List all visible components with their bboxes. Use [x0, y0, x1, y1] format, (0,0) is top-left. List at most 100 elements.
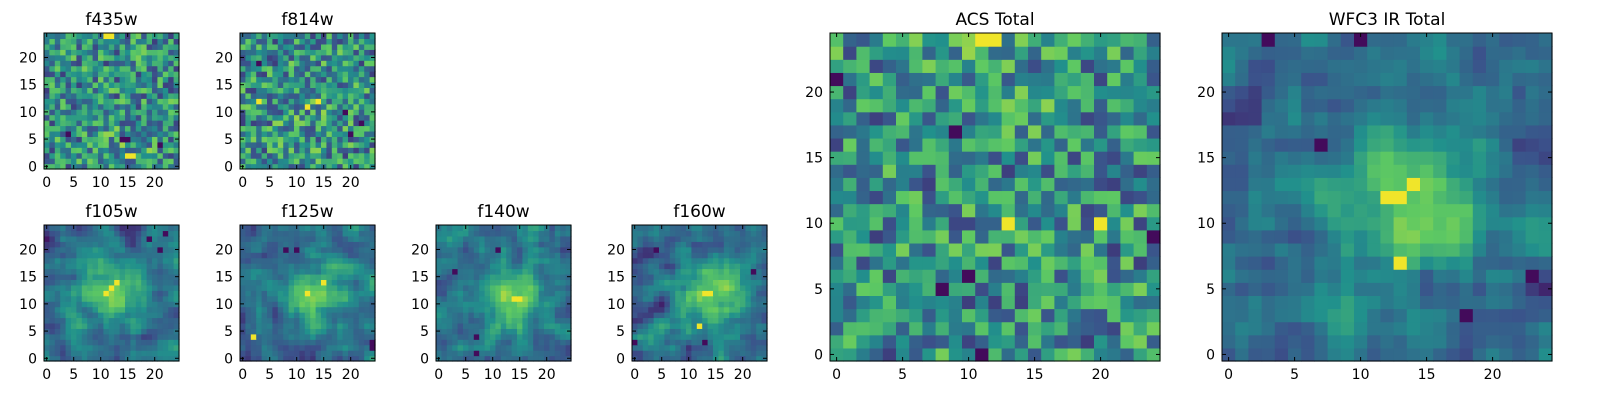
heatmap-cell [44, 333, 50, 340]
heatmap-cell [315, 328, 322, 335]
heatmap-cell [49, 317, 56, 324]
heatmap-cell [125, 284, 131, 291]
heatmap-cell [549, 230, 556, 237]
heatmap-cell [162, 241, 169, 248]
heatmap-cell [1525, 334, 1540, 349]
heatmap-cell [975, 347, 989, 362]
heatmap-cell [283, 81, 290, 88]
heatmap-cell [756, 235, 763, 242]
heatmap-cell [637, 339, 644, 346]
heatmap-cell [60, 225, 67, 232]
heatmap-cell [108, 230, 115, 237]
heatmap-cell [71, 317, 77, 324]
heatmap-cell [76, 295, 83, 302]
heatmap-cell [294, 350, 300, 357]
heatmap-cell [975, 151, 989, 165]
heatmap-cell [119, 225, 126, 232]
heatmap-cell [358, 92, 365, 99]
heatmap-cell [261, 114, 268, 121]
heatmap-cell [331, 109, 338, 116]
heatmap-cell [119, 279, 126, 286]
heatmap-cell [250, 163, 257, 170]
heatmap-cell [337, 328, 344, 335]
heatmap-cell [830, 33, 844, 47]
heatmap-cell [92, 317, 99, 324]
heatmap-cell [1067, 190, 1082, 205]
heatmap-cell [1014, 256, 1029, 270]
heatmap-cell [830, 151, 844, 165]
heatmap-cell [135, 65, 142, 72]
heatmap-cell [87, 120, 94, 127]
heatmap-cell [44, 344, 50, 351]
heatmap-cell [1393, 242, 1408, 257]
heatmap-cell [696, 235, 703, 242]
heatmap-cell [256, 317, 263, 324]
heatmap-cell [267, 306, 273, 313]
heatmap-cell [364, 130, 371, 137]
heatmap-cell [1314, 256, 1329, 270]
heatmap-cell [1354, 269, 1368, 283]
heatmap-cell [1067, 334, 1082, 349]
heatmap-cell [103, 252, 110, 259]
heatmap-cell [146, 33, 153, 40]
heatmap-cell [71, 49, 77, 56]
heatmap-cell [544, 339, 550, 346]
heatmap-cell [130, 130, 137, 137]
heatmap-cell [114, 263, 121, 270]
heatmap-cell [353, 312, 360, 319]
heatmap-cell [108, 38, 115, 45]
heatmap-cell [321, 38, 327, 45]
heatmap-cell [326, 65, 333, 72]
heatmap-cell [358, 339, 365, 346]
heatmap-cell [108, 317, 115, 324]
heatmap-cell [664, 252, 671, 259]
heatmap-cell [261, 246, 268, 253]
heatmap-cell [272, 241, 279, 248]
heatmap-cell [517, 257, 523, 264]
heatmap-cell [283, 279, 290, 286]
heatmap-cell [310, 257, 317, 264]
heatmap-cell [1499, 321, 1513, 336]
heatmap-cell [446, 268, 453, 275]
heatmap-cell [922, 269, 937, 283]
heatmap-cell [1314, 334, 1329, 349]
heatmap-cell [108, 252, 115, 259]
heatmap-cell [245, 38, 252, 45]
heatmap-cell [702, 284, 709, 291]
heatmap-cell [637, 273, 644, 280]
heatmap-cell [315, 130, 322, 137]
heatmap-cell [1107, 295, 1121, 310]
heatmap-cell [49, 130, 56, 137]
heatmap-cell [659, 295, 665, 302]
heatmap-cell [1459, 308, 1474, 323]
heatmap-cell [1406, 203, 1421, 218]
heatmap-cell [267, 322, 273, 329]
heatmap-cell [948, 46, 963, 60]
heatmap-cell [49, 81, 56, 88]
heatmap-cell [882, 321, 897, 336]
heatmap-cell [750, 301, 757, 308]
heatmap-cell [669, 328, 676, 335]
heatmap-cell [549, 268, 556, 275]
heatmap-cell [44, 339, 50, 346]
heatmap-cell [522, 235, 529, 242]
heatmap-cell [168, 284, 175, 291]
heatmap-cell [326, 339, 333, 346]
heatmap-cell [98, 38, 104, 45]
heatmap-cell [756, 246, 763, 253]
heatmap-cell [98, 268, 104, 275]
heatmap-cell [315, 71, 322, 78]
heatmap-cell [675, 230, 682, 237]
heatmap-cell [533, 279, 540, 286]
heatmap-cell [44, 147, 50, 154]
heatmap-cell [261, 279, 268, 286]
heatmap-cell [141, 235, 148, 242]
heatmap-cell [922, 98, 937, 113]
heatmap-cell [659, 328, 665, 335]
heatmap-cell [60, 252, 67, 259]
heatmap-cell [560, 284, 567, 291]
heatmap-cell [135, 109, 142, 116]
heatmap-cell [304, 98, 311, 105]
heatmap-cell [71, 81, 77, 88]
heatmap-cell [326, 279, 333, 286]
